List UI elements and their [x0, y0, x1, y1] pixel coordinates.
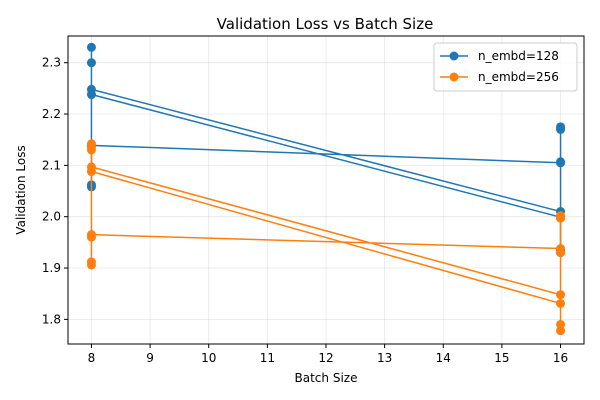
- legend-item: n_embd=128: [440, 49, 559, 63]
- y-tick-label: 1.9: [42, 261, 61, 275]
- data-point: [556, 290, 566, 300]
- legend-label: n_embd=128: [478, 49, 559, 63]
- y-tick-label: 2.1: [42, 158, 61, 172]
- legend-item: n_embd=256: [440, 70, 559, 84]
- y-axis-label: Validation Loss: [14, 145, 28, 234]
- y-tick-label: 2.0: [42, 210, 61, 224]
- x-tick-label: 13: [377, 351, 392, 365]
- chart-title: Validation Loss vs Batch Size: [217, 15, 434, 33]
- x-tick-label: 12: [318, 351, 333, 365]
- data-point: [556, 124, 566, 134]
- legend: n_embd=128 n_embd=256: [433, 42, 578, 92]
- y-tick-label: 2.2: [42, 107, 61, 121]
- x-tick-label: 15: [494, 351, 509, 365]
- data-point: [556, 213, 566, 223]
- x-tick-label: 8: [88, 351, 96, 365]
- x-tick-label: 10: [201, 351, 216, 365]
- data-point: [86, 42, 96, 52]
- y-tick-label: 1.8: [42, 312, 61, 326]
- y-tick-label: 2.3: [42, 56, 61, 70]
- legend-label: n_embd=256: [478, 70, 559, 84]
- data-point: [86, 145, 96, 155]
- data-point: [86, 260, 96, 270]
- x-tick-label: 9: [146, 351, 154, 365]
- data-point: [86, 167, 96, 177]
- data-point: [556, 248, 566, 258]
- data-point: [86, 230, 96, 240]
- data-point: [86, 58, 96, 68]
- data-point: [556, 319, 566, 329]
- x-tick-label: 16: [553, 351, 568, 365]
- legend-marker: [449, 72, 459, 82]
- y-axis-ticks: 1.8 1.9 2.0 2.1 2.2 2.3: [42, 56, 68, 326]
- series-1: [86, 139, 566, 336]
- series-layer: [86, 42, 566, 336]
- data-point: [86, 90, 96, 100]
- x-axis-ticks: 8 9 10 11 12 13 14 15 16: [88, 344, 568, 365]
- data-point: [556, 298, 566, 308]
- x-tick-label: 11: [260, 351, 275, 365]
- data-point: [556, 158, 566, 168]
- x-axis-label: Batch Size: [295, 371, 358, 385]
- data-point: [556, 326, 566, 336]
- legend-marker: [449, 51, 459, 61]
- x-tick-label: 14: [436, 351, 451, 365]
- legend-box: [433, 42, 578, 92]
